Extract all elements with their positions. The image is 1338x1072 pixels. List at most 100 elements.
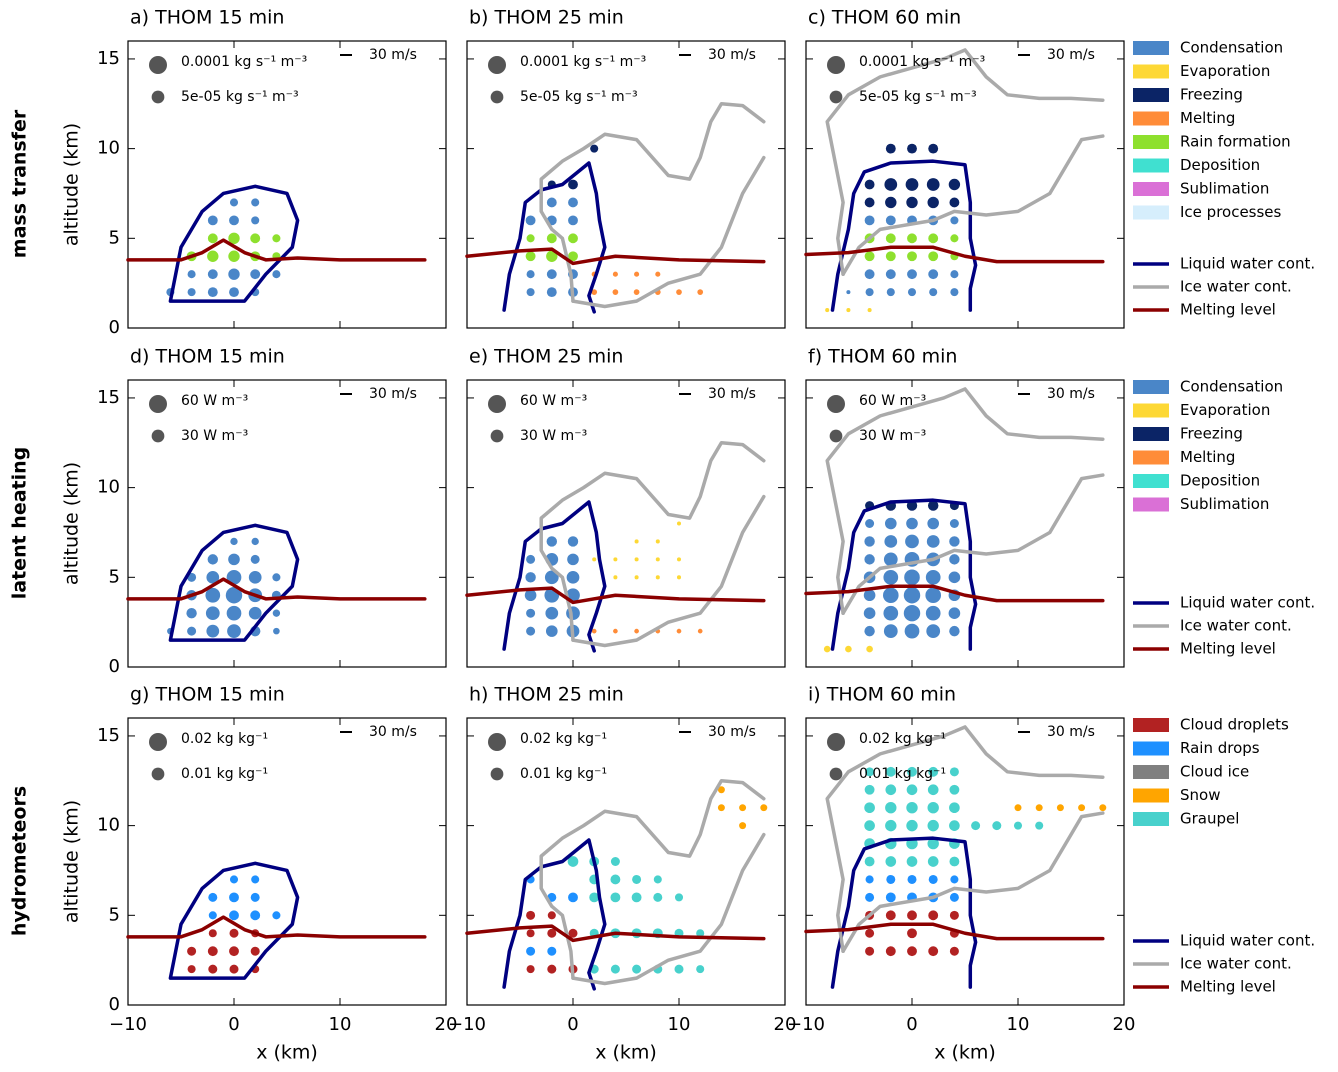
size-legend-label: 5e-05 kg s⁻¹ m⁻³ — [181, 89, 299, 105]
contour-line — [841, 134, 1105, 276]
pie-marker — [229, 892, 239, 903]
legend-label: Melting — [1180, 109, 1235, 127]
pie-marker — [653, 892, 663, 902]
pie-marker — [568, 215, 578, 226]
pie-marker — [823, 645, 831, 653]
pie-marker — [904, 623, 920, 639]
size-legend-marker — [827, 395, 845, 413]
size-legend-label: 60 W m⁻³ — [181, 393, 248, 409]
pie-marker — [612, 289, 619, 295]
pie-marker — [949, 892, 959, 902]
legend-label: Cloud droplets — [1180, 716, 1289, 734]
scale-arrow-label: 30 m/s — [1047, 386, 1095, 402]
pie-marker — [883, 569, 899, 585]
legend-swatch — [1133, 205, 1169, 220]
pie-marker — [228, 553, 240, 566]
pie-marker — [949, 784, 960, 795]
contour-line — [465, 586, 766, 605]
contour-line — [804, 922, 1105, 941]
contour-line — [465, 247, 766, 266]
plot-frame — [805, 717, 1125, 1006]
pie-marker — [207, 215, 218, 226]
size-legend-label: 30 W m⁻³ — [520, 428, 587, 444]
pie-marker — [864, 269, 875, 280]
contour-line — [502, 500, 607, 653]
legend-swatch — [1133, 718, 1169, 732]
pie-marker — [926, 178, 940, 191]
pie-marker — [1056, 804, 1064, 812]
pie-marker — [739, 822, 747, 830]
pie-marker — [229, 964, 239, 974]
legend-label: Rain formation — [1180, 133, 1291, 151]
pie-marker — [676, 521, 682, 526]
pie-marker — [696, 965, 705, 974]
pie-marker — [590, 144, 599, 153]
pie-marker — [676, 628, 682, 634]
legend-label: Liquid water cont. — [1180, 594, 1315, 612]
pie-marker — [225, 587, 243, 604]
panel-title: g) THOM 15 min — [130, 684, 285, 706]
scale-arrow-label: 30 m/s — [708, 386, 756, 402]
pie-marker — [1014, 804, 1022, 812]
pie-marker — [250, 233, 261, 244]
scale-arrow-label: 30 m/s — [708, 47, 756, 63]
x-axis-label: x (km) — [595, 1042, 657, 1064]
pie-marker — [1099, 804, 1107, 812]
pie-marker — [950, 234, 959, 243]
pie-marker — [949, 197, 960, 208]
pie-marker — [229, 198, 239, 207]
size-legend-marker — [488, 733, 506, 751]
legend-label: Condensation — [1180, 39, 1283, 57]
size-legend-marker — [149, 733, 167, 751]
contour-line — [841, 811, 1105, 953]
legend-label: Liquid water cont. — [1180, 932, 1315, 950]
legend-label: Rain drops — [1180, 739, 1260, 757]
pie-marker — [907, 874, 917, 884]
legend-label: Deposition — [1180, 472, 1260, 490]
pie-marker — [885, 819, 897, 832]
pie-marker — [612, 271, 618, 277]
pie-marker — [208, 929, 217, 938]
contour-line — [502, 161, 607, 314]
contour-line — [825, 48, 1105, 276]
legend-label: Graupel — [1180, 810, 1239, 828]
contour-line — [168, 184, 300, 303]
pie-marker — [229, 946, 239, 957]
pie-marker — [864, 820, 875, 831]
y-tick-label: 15 — [97, 48, 120, 69]
pie-marker — [866, 645, 873, 653]
pie-marker — [929, 288, 938, 297]
contour-line — [465, 924, 766, 943]
pie-marker — [885, 251, 896, 262]
contour-line — [830, 836, 978, 989]
y-tick-label: 5 — [109, 904, 120, 925]
pie-marker — [273, 627, 280, 635]
legend-swatch — [1133, 64, 1169, 79]
pie-marker — [885, 892, 896, 903]
pie-marker — [948, 178, 961, 191]
pie-marker — [905, 534, 919, 549]
pie-marker — [610, 892, 621, 903]
pie-marker — [885, 215, 896, 226]
pie-marker — [248, 570, 262, 584]
pie-marker — [949, 554, 960, 565]
pie-marker — [546, 269, 557, 280]
pie-marker — [885, 143, 896, 154]
row-label: latent heating — [9, 447, 31, 599]
pie-marker — [546, 287, 557, 298]
size-legend-marker — [488, 395, 506, 413]
pie-marker — [186, 607, 197, 619]
pie-marker — [546, 536, 557, 547]
x-tick-label: 0 — [567, 1014, 578, 1035]
pie-marker — [634, 539, 639, 544]
plot-frame — [127, 379, 447, 668]
pie-marker — [948, 571, 961, 584]
pie-marker — [907, 269, 917, 280]
legend-label: Cloud ice — [1180, 763, 1249, 781]
size-legend-label: 60 W m⁻³ — [520, 393, 587, 409]
pie-marker — [272, 573, 281, 582]
pie-marker — [526, 910, 536, 920]
y-tick-label: 5 — [109, 227, 120, 248]
pie-marker — [865, 875, 874, 884]
pie-marker — [613, 575, 618, 580]
